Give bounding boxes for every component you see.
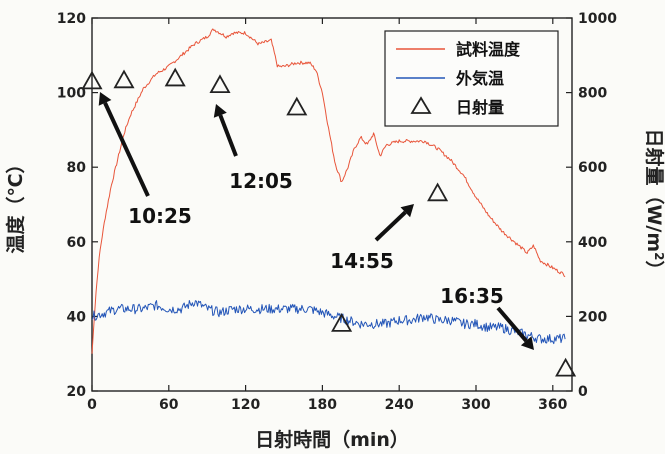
annotation-arrow-shaft [374,210,407,242]
y-right-tick-labels: 0 200 400 600 800 1000 [578,11,617,400]
y-right-axis-label: 日射量（W/m2） [643,128,665,279]
time-annotation: 10:25 [128,204,192,228]
y-right-tick-label: 600 [578,160,607,176]
outdoor-temp-line [91,300,566,345]
irradiance-marker [331,313,353,332]
legend-swatch-irradiance-triangle [410,96,432,114]
annotation-arrow-shaft [218,114,238,157]
annotation-arrow-head [520,336,534,350]
x-tick-label: 360 [538,397,567,413]
series-layer [91,28,566,354]
annotation-arrow-shaft [103,102,150,197]
y-right-tick-label: 1000 [578,11,617,27]
y-left-tick-label: 80 [67,160,87,176]
x-tick-label: 300 [461,397,490,413]
x-tick-label: 120 [231,397,260,413]
y-left-tick-labels: 20 40 60 80 100 120 [57,11,86,400]
y-right-axis-label-main: 日射量（W/m [643,128,665,252]
irradiance-marker [164,67,186,87]
legend-label-sample-temp: 試料温度 [456,40,521,59]
legend-label-outdoor-temp: 外気温 [455,69,504,88]
y-right-tick-label: 200 [578,309,607,325]
y-right-tick-label: 800 [578,86,607,102]
time-annotation: 12:05 [229,169,293,193]
x-tick-label: 240 [385,397,414,413]
irradiance-marker [555,357,577,377]
legend-label-irradiance: 日射量 [456,98,504,117]
time-annotation: 16:35 [440,284,504,308]
annotation-layer: 10:25 12:05 14:55 16:35 [98,92,534,350]
y-left-tick-label: 20 [67,384,87,400]
y-left-axis-label: 温度（℃） [4,154,27,253]
x-tick-label: 180 [308,397,337,413]
y-right-axis-label-sup: 2 [652,252,665,260]
y-left-tick-label: 100 [57,86,86,102]
marker-layer [81,67,577,377]
y-right-tick-label: 0 [578,384,588,400]
annotation-arrow-head [213,104,227,118]
axis-ticks [91,17,572,392]
y-left-tick-label: 60 [67,235,87,251]
x-tick-label: 60 [159,397,179,413]
y-right-tick-label: 400 [578,235,607,251]
annotation-arrow-head [400,204,414,218]
annotation-arrow-shaft [496,306,528,343]
sample-temp-line [91,28,566,354]
irradiance-marker [113,69,135,89]
annotation-arrow-head [98,92,112,106]
irradiance-marker [427,182,449,202]
irradiance-marker [81,70,103,90]
plot-frame [91,17,573,392]
y-right-axis-label-tail: ） [643,261,665,280]
x-tick-label: 0 [87,397,97,413]
y-left-tick-label: 120 [57,11,86,27]
x-axis-label: 日射時間（min） [255,428,409,451]
y-left-tick-label: 40 [67,309,87,325]
legend: 試料温度 外気温 日射量 [384,30,559,127]
irradiance-marker [209,74,231,94]
irradiance-marker [286,96,308,116]
time-annotation: 14:55 [330,249,394,273]
x-tick-labels: 0 60 120 180 240 300 360 [87,397,568,413]
